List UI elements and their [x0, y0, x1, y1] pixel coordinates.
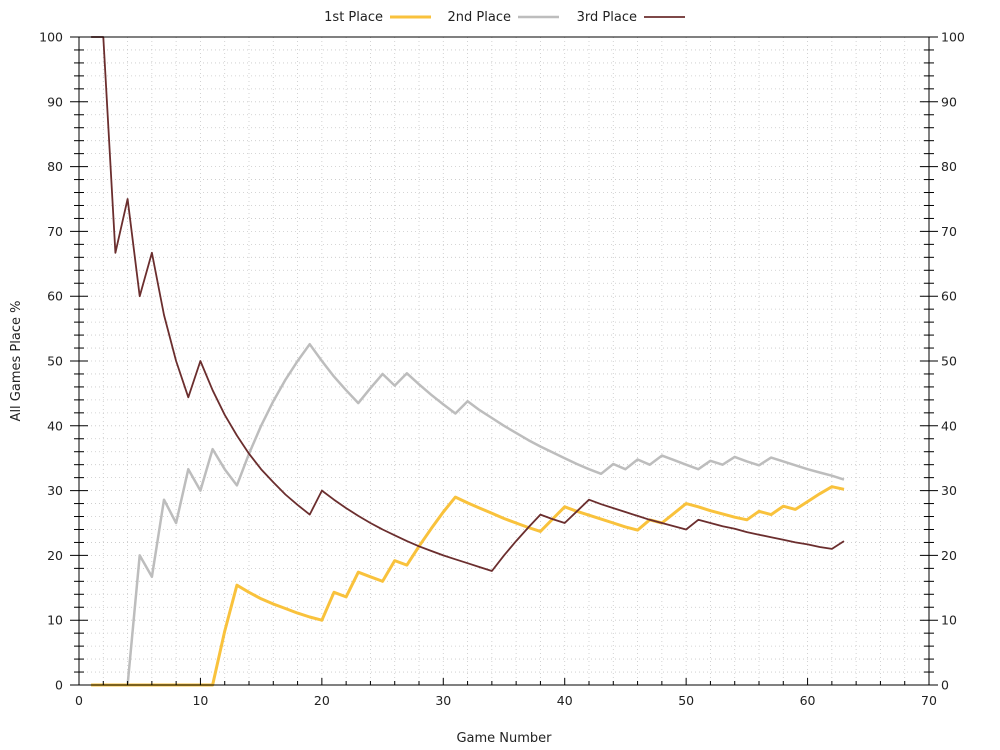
x-axis-title: Game Number: [456, 731, 552, 746]
y-tick-label-right: 10: [941, 613, 957, 628]
legend-label-3rd-place: 3rd Place: [577, 10, 637, 25]
y-tick-label-left: 70: [47, 224, 63, 239]
y-tick-label-left: 10: [47, 613, 63, 628]
series-lines: [91, 36, 845, 687]
grid: [79, 37, 929, 685]
y-tick-label-right: 70: [941, 224, 957, 239]
x-tick-label: 0: [75, 693, 83, 708]
legend: 1st Place 2nd Place 3rd Place: [324, 10, 685, 25]
x-tick-label: 10: [192, 693, 208, 708]
y-tick-label-right: 0: [941, 678, 949, 693]
x-tick-label: 60: [800, 693, 816, 708]
y-tick-label-left: 30: [47, 483, 63, 498]
y-tick-label-right: 80: [941, 159, 957, 174]
x-tick-label: 30: [435, 693, 451, 708]
y-tick-label-left: 80: [47, 159, 63, 174]
series-line-1st-place: [91, 485, 845, 687]
x-tick-label: 70: [921, 693, 937, 708]
series-line-2nd-place: [91, 342, 845, 687]
y-tick-label-left: 20: [47, 548, 63, 563]
x-axis: 0 10 20 30 40 50 60 70: [75, 678, 937, 708]
y-axis: 0 0 10 10 20 20 30 30 40 40 50 50 60 60 70 70 80 80 90 90 10…: [39, 30, 965, 693]
y-tick-label-left: 50: [47, 354, 63, 369]
x-tick-label: 50: [678, 693, 694, 708]
y-tick-label-right: 40: [941, 418, 957, 433]
y-axis-title: All Games Place %: [9, 301, 24, 422]
y-tick-label-left: 90: [47, 94, 63, 109]
y-tick-label-left: 100: [39, 30, 63, 45]
legend-label-1st-place: 1st Place: [324, 10, 383, 25]
x-tick-label: 40: [557, 693, 573, 708]
series-line-3rd-place: [91, 36, 845, 572]
y-tick-label-right: 30: [941, 483, 957, 498]
y-tick-label-right: 100: [941, 30, 965, 45]
x-tick-label: 20: [314, 693, 330, 708]
y-tick-label-right: 60: [941, 289, 957, 304]
legend-label-2nd-place: 2nd Place: [448, 10, 511, 25]
y-tick-label-left: 60: [47, 289, 63, 304]
y-tick-label-left: 0: [55, 678, 63, 693]
y-tick-label-right: 90: [941, 94, 957, 109]
y-tick-label-right: 50: [941, 354, 957, 369]
plot-frame: [78, 36, 930, 686]
y-tick-label-left: 40: [47, 418, 63, 433]
y-tick-label-right: 20: [941, 548, 957, 563]
